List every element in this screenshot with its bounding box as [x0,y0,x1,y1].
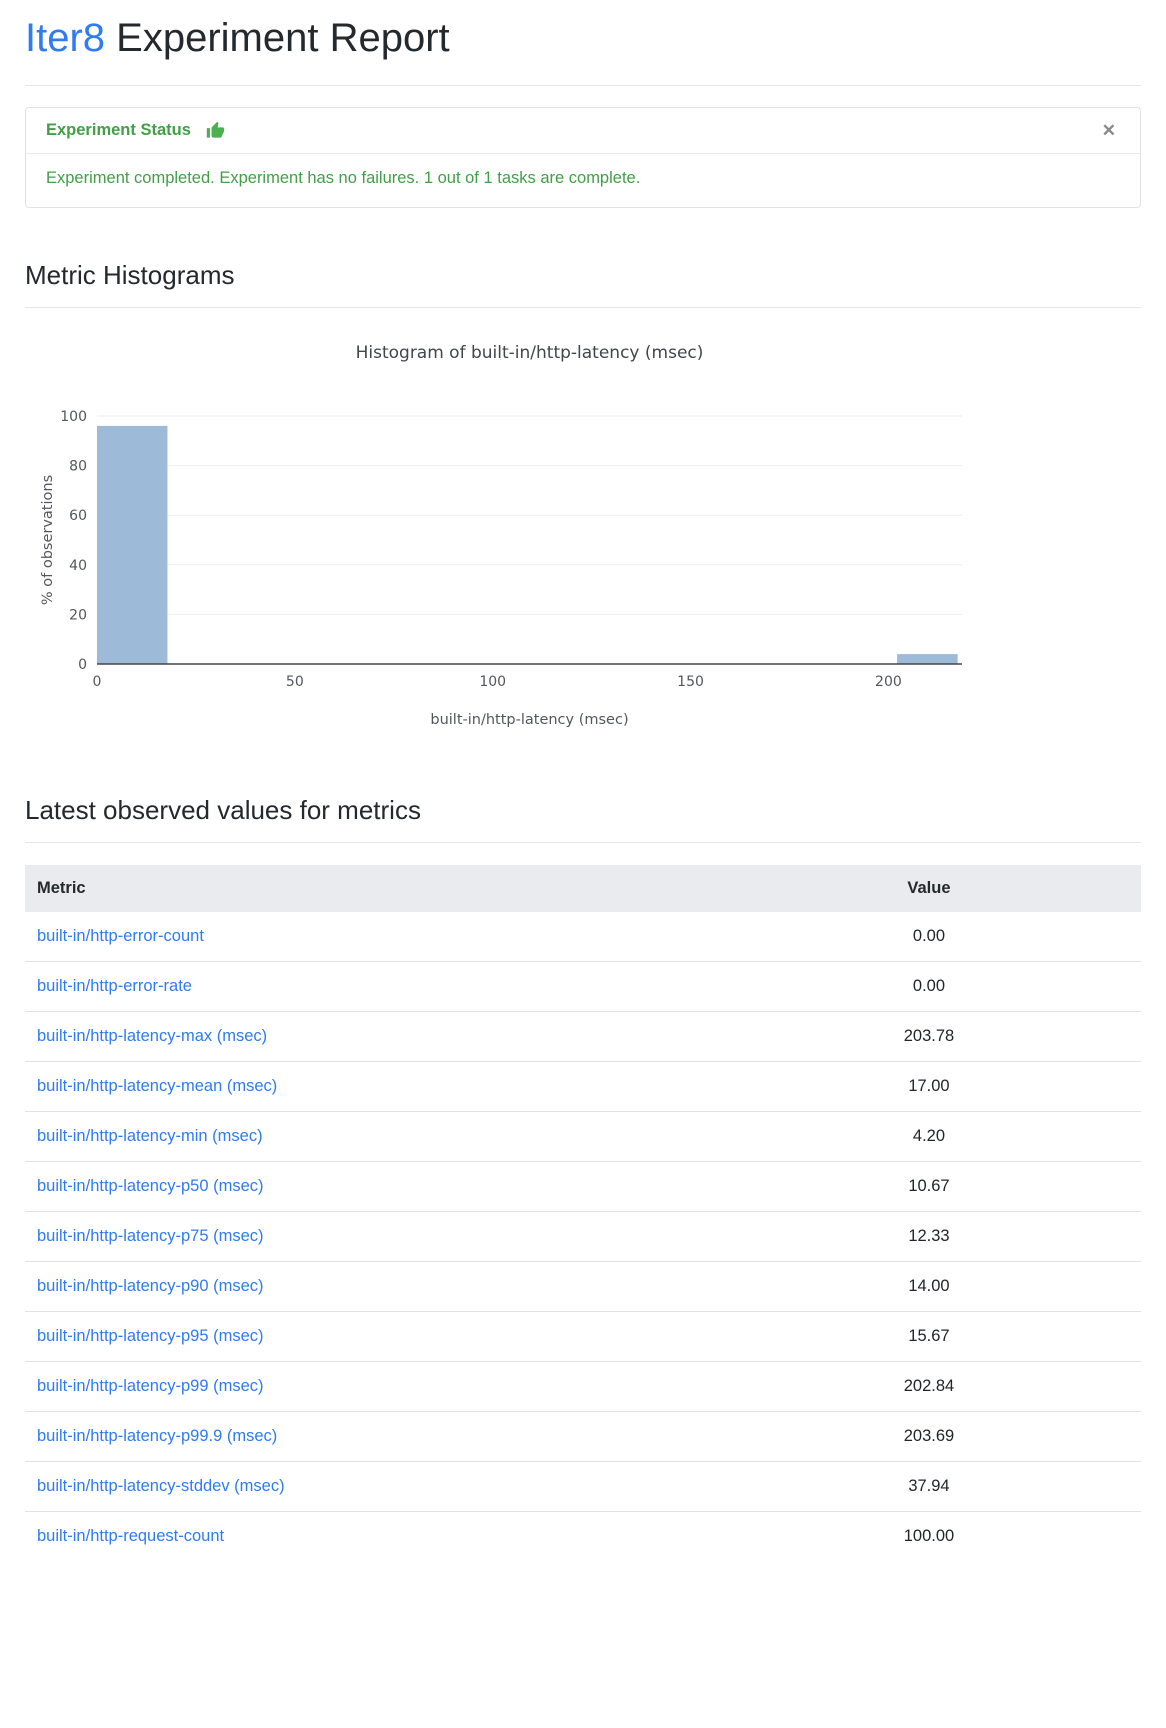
metric-cell: built-in/http-latency-p95 (msec) [25,1311,717,1362]
chart-title: Histogram of built-in/http-latency (msec… [356,343,704,363]
metrics-table: Metric Value built-in/http-error-count 0.… [25,865,1141,1561]
metric-value: 0.00 [716,961,1141,1012]
table-row: built-in/http-latency-max (msec) 203.78 [25,1011,1141,1062]
metrics-table-header-row: Metric Value [25,865,1141,912]
metric-cell: built-in/http-latency-p99 (msec) [25,1361,717,1412]
metric-value: 12.33 [716,1211,1141,1262]
x-tick-label: 0 [93,674,102,690]
x-axis-label: built-in/http-latency (msec) [430,712,628,728]
thumbs-up-icon [206,121,225,140]
metrics-table-head: Metric Value [25,865,1141,912]
table-row: built-in/http-latency-p75 (msec) 12.33 [25,1211,1141,1262]
table-row: built-in/http-latency-p95 (msec) 15.67 [25,1311,1141,1362]
metric-cell: built-in/http-latency-p99.9 (msec) [25,1411,717,1462]
histogram-bar [97,425,168,664]
metric-cell: built-in/http-latency-p50 (msec) [25,1161,717,1212]
metric-value: 10.67 [716,1161,1141,1212]
histograms-divider [25,307,1141,308]
table-row: built-in/http-latency-p50 (msec) 10.67 [25,1161,1141,1212]
metric-cell: built-in/http-latency-max (msec) [25,1011,717,1062]
metric-value: 202.84 [716,1361,1141,1412]
table-row: built-in/http-latency-stddev (msec) 37.94 [25,1461,1141,1512]
close-icon[interactable]: ✕ [1098,120,1120,141]
x-tick-label: 150 [677,674,704,690]
y-tick-label: 60 [69,508,87,524]
metric-cell: built-in/http-latency-min (msec) [25,1111,717,1162]
status-card-header: Experiment Status ✕ [26,108,1140,154]
metrics-table-body: built-in/http-error-count 0.00 built-in/ht… [25,912,1141,1561]
latest-values-heading: Latest observed values for metrics [25,795,421,825]
metric-value: 17.00 [716,1061,1141,1112]
metric-link[interactable]: built-in/http-latency-p99.9 (msec) [37,1427,278,1445]
metric-value: 100.00 [716,1511,1141,1561]
y-tick-label: 20 [69,607,87,623]
table-row: built-in/http-latency-p99.9 (msec) 203.69 [25,1411,1141,1462]
metric-cell: built-in/http-error-count [25,912,717,962]
metric-histograms-heading: Metric Histograms [25,260,235,290]
y-tick-label: 100 [60,409,87,425]
metric-cell: built-in/http-latency-mean (msec) [25,1061,717,1112]
table-row: built-in/http-latency-p90 (msec) 14.00 [25,1261,1141,1312]
status-message: Experiment completed. Experiment has no … [46,169,641,187]
metric-value: 14.00 [716,1261,1141,1312]
table-row: built-in/http-latency-mean (msec) 17.00 [25,1061,1141,1112]
status-card-title: Experiment Status [46,121,191,139]
metric-link[interactable]: built-in/http-request-count [37,1527,225,1545]
metric-link[interactable]: built-in/http-latency-p50 (msec) [37,1177,264,1195]
table-row: built-in/http-request-count 100.00 [25,1511,1141,1561]
page-title-rest: Experiment Report [105,16,450,60]
table-row: built-in/http-error-count 0.00 [25,912,1141,962]
metric-value: 37.94 [716,1461,1141,1512]
y-axis-label: % of observations [40,475,56,605]
metric-link[interactable]: built-in/http-latency-p99 (msec) [37,1377,264,1395]
metric-link[interactable]: built-in/http-latency-stddev (msec) [37,1477,285,1495]
metric-link[interactable]: built-in/http-latency-p75 (msec) [37,1227,264,1245]
page-title: Iter8 Experiment Report [25,16,1141,61]
report-page: Iter8 Experiment Report Experiment Statu… [0,16,1166,1561]
table-row: built-in/http-latency-min (msec) 4.20 [25,1111,1141,1162]
y-tick-label: 40 [69,558,87,574]
metric-cell: built-in/http-latency-stddev (msec) [25,1461,717,1512]
metric-link[interactable]: built-in/http-error-count [37,927,204,945]
y-tick-label: 80 [69,459,87,475]
brand-name: Iter8 [25,16,106,60]
title-divider [25,85,1141,86]
metric-cell: built-in/http-request-count [25,1511,717,1561]
y-tick-label: 0 [78,657,87,673]
x-tick-label: 50 [286,674,304,690]
metric-link[interactable]: built-in/http-latency-min (msec) [37,1127,263,1145]
histogram-svg: 0 20 40 60 80 100 0 50 100 150 200 Histogram of bui… [40,343,962,728]
metric-cell: built-in/http-error-rate [25,961,717,1012]
metric-value: 4.20 [716,1111,1141,1162]
metric-column-header: Metric [25,865,717,912]
metric-value: 0.00 [912,927,946,945]
metric-value: 15.67 [716,1311,1141,1362]
metric-link[interactable]: built-in/http-latency-p90 (msec) [37,1277,264,1295]
metric-link[interactable]: built-in/http-latency-mean (msec) [37,1077,278,1095]
metric-cell: built-in/http-latency-p75 (msec) [25,1211,717,1262]
metrics-divider [25,842,1141,843]
x-tick-label: 100 [479,674,506,690]
metric-link[interactable]: built-in/http-latency-max (msec) [37,1027,268,1045]
histogram-bar [897,654,958,664]
metric-link[interactable]: built-in/http-error-rate [37,977,192,995]
table-row: built-in/http-latency-p99 (msec) 202.84 [25,1361,1141,1412]
experiment-status-card: Experiment Status ✕ Experiment completed… [25,107,1141,208]
metric-value: 203.69 [716,1411,1141,1462]
latency-histogram-chart: 0 20 40 60 80 100 0 50 100 150 200 Histogram of bui… [25,326,1141,743]
metric-cell: built-in/http-latency-p90 (msec) [25,1261,717,1312]
table-row: built-in/http-error-rate 0.00 [25,961,1141,1012]
value-column-header: Value [716,865,1141,912]
metric-link[interactable]: built-in/http-latency-p95 (msec) [37,1327,264,1345]
x-tick-label: 200 [875,674,902,690]
metric-value: 203.78 [716,1011,1141,1062]
